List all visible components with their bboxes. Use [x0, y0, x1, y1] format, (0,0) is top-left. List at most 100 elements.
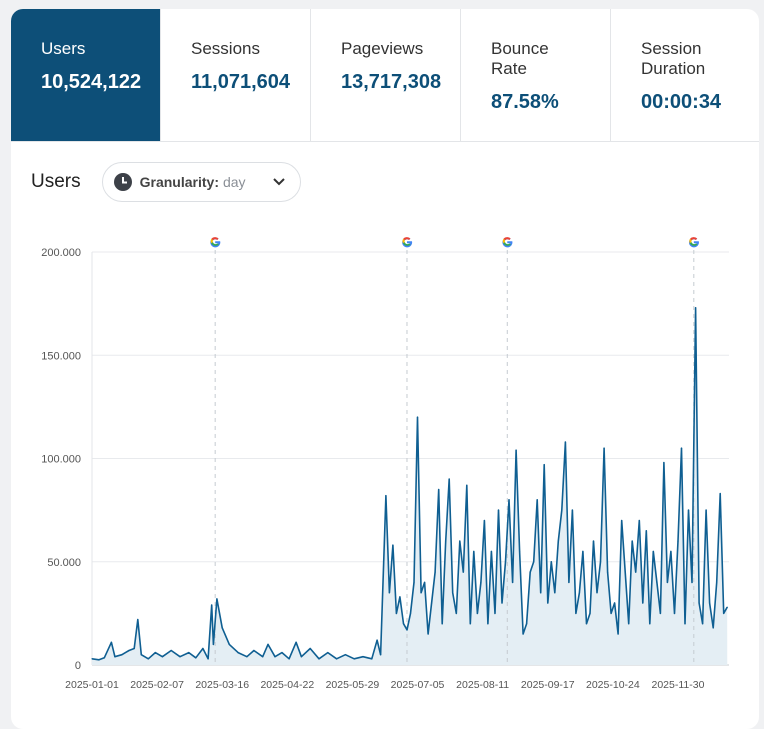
granularity-dropdown[interactable]: Granularity: day	[101, 162, 301, 202]
data-point	[253, 649, 255, 652]
data-point	[494, 612, 496, 614]
data-point	[652, 550, 654, 553]
data-point	[726, 606, 728, 608]
data-point	[659, 612, 661, 614]
data-point	[399, 596, 401, 598]
data-point	[504, 561, 507, 563]
x-tick-label: 2025-02-07	[130, 679, 184, 691]
data-point	[592, 540, 595, 542]
y-tick-label: 100.000	[41, 454, 81, 466]
granularity-label: Granularity:	[139, 174, 219, 190]
data-point	[371, 658, 373, 660]
tab-value: 10,524,122	[41, 71, 142, 93]
data-point	[406, 629, 408, 631]
data-point	[140, 654, 142, 656]
data-point	[445, 540, 447, 542]
data-point	[216, 598, 218, 600]
data-point	[300, 656, 303, 658]
tab-sessions[interactable]: Sessions 11,071,604	[161, 9, 311, 141]
data-point	[353, 658, 355, 660]
data-point	[420, 592, 422, 594]
tab-label: Users	[41, 39, 86, 58]
data-point	[719, 493, 721, 495]
data-point	[295, 641, 297, 643]
data-point	[578, 592, 581, 594]
data-point	[543, 464, 545, 466]
tab-value: 13,717,308	[341, 71, 442, 93]
x-tick-label: 2025-09-17	[521, 679, 575, 691]
tab-bounce-rate[interactable]: Bounce Rate 87.58%	[461, 9, 611, 141]
data-point	[698, 602, 700, 604]
data-point	[522, 633, 524, 635]
data-point	[490, 550, 493, 553]
data-point	[459, 540, 461, 542]
data-point	[540, 592, 542, 594]
data-point	[237, 652, 239, 654]
data-point	[670, 550, 672, 553]
data-point	[376, 639, 378, 641]
data-point	[309, 647, 311, 650]
data-point	[550, 561, 552, 563]
google-icon	[402, 237, 413, 248]
x-tick-label: 2025-11-30	[652, 679, 705, 691]
data-point	[452, 592, 454, 594]
data-point	[610, 612, 612, 614]
data-point	[561, 509, 563, 511]
y-tick-label: 150.000	[41, 350, 81, 362]
data-point	[121, 654, 123, 656]
data-point	[533, 561, 535, 563]
data-point	[476, 612, 478, 614]
data-point	[246, 656, 248, 658]
data-point	[207, 658, 209, 660]
data-point	[413, 581, 415, 584]
data-point	[638, 519, 640, 522]
data-point	[473, 550, 475, 553]
data-point	[680, 447, 683, 449]
tab-pageviews[interactable]: Pageviews 13,717,308	[311, 9, 461, 141]
data-point	[154, 652, 156, 654]
data-point	[469, 623, 471, 625]
chevron-down-icon	[272, 178, 285, 186]
data-point	[705, 509, 707, 511]
chart-title: Users	[31, 171, 81, 192]
data-point	[434, 571, 436, 573]
data-point	[103, 657, 105, 659]
x-tick-label: 2025-01-01	[65, 679, 119, 691]
data-point	[666, 581, 669, 584]
data-point	[128, 649, 130, 652]
data-point	[628, 623, 630, 625]
data-point	[575, 612, 577, 614]
data-point	[712, 627, 714, 629]
data-point	[691, 581, 693, 584]
x-tick-label: 2025-08-11	[456, 679, 509, 691]
data-point	[179, 656, 181, 658]
data-point	[635, 571, 637, 573]
data-point	[147, 658, 149, 660]
data-point	[462, 571, 464, 573]
data-point	[624, 571, 626, 573]
data-point	[582, 550, 584, 553]
data-point	[511, 581, 514, 584]
data-point	[221, 627, 223, 629]
tab-users[interactable]: Users 10,524,122	[11, 9, 161, 141]
data-point	[274, 656, 276, 658]
x-tick-label: 2025-05-29	[326, 679, 380, 691]
tab-session-duration[interactable]: Session Duration 00:00:34	[611, 9, 759, 141]
x-tick-label: 2025-03-16	[195, 679, 249, 691]
data-point	[362, 656, 364, 658]
data-point	[385, 495, 387, 497]
data-point	[161, 656, 163, 658]
x-tick-label: 2025-07-05	[391, 679, 445, 691]
data-point	[518, 550, 521, 553]
data-point	[480, 581, 482, 584]
data-point	[716, 581, 718, 584]
data-point	[554, 592, 556, 594]
data-point	[585, 623, 588, 625]
data-point	[547, 602, 549, 604]
data-point	[423, 581, 426, 584]
data-point	[133, 647, 135, 650]
data-point	[448, 478, 450, 480]
google-icon	[210, 237, 221, 248]
data-point	[170, 649, 172, 652]
data-point	[673, 612, 676, 614]
